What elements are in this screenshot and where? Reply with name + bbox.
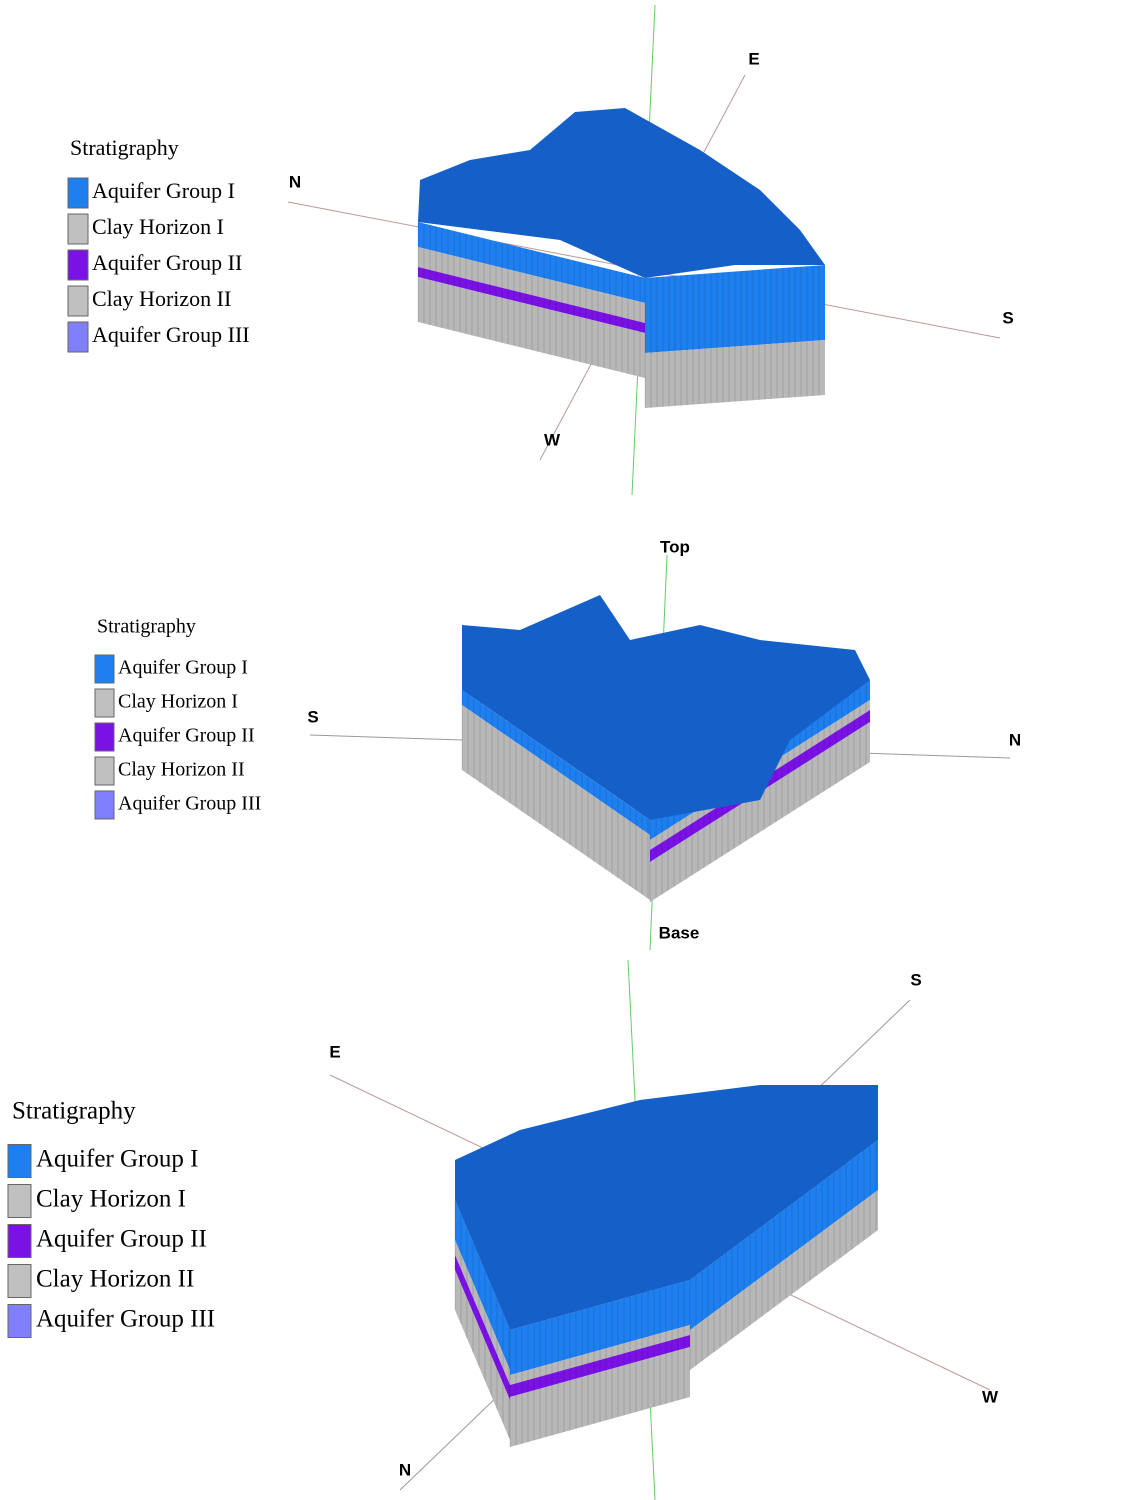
legend-swatch [95,723,114,751]
legend-swatch [68,250,88,280]
legend-swatch [95,791,114,819]
axis-label: S [910,970,921,989]
legend-swatch [95,689,114,717]
legend-swatch [8,1185,31,1218]
legend-swatch [68,286,88,316]
axis-label: W [982,1387,999,1406]
legend-label: Aquifer Group III [36,1306,215,1333]
legend-label: Aquifer Group III [118,793,261,815]
legend-swatch [8,1225,31,1258]
legend-title: Stratigraphy [97,616,196,638]
legend-swatch [95,655,114,683]
legend-label: Aquifer Group I [92,178,235,203]
legend-swatch [8,1305,31,1338]
legend-label: Clay Horizon II [36,1266,194,1293]
axis-label: E [329,1042,340,1061]
legend-label: Clay Horizon II [118,759,245,781]
legend-swatch [8,1145,31,1178]
legend-swatch [95,757,114,785]
legend-label: Clay Horizon I [92,214,224,239]
legend-label: Aquifer Group I [36,1146,198,1173]
legend-title: Stratigraphy [70,135,179,160]
axis-label: N [1009,730,1021,749]
legend-label: Aquifer Group I [118,657,248,679]
legend-label: Clay Horizon I [118,691,238,713]
axis-label: S [307,707,318,726]
legend-swatch [68,322,88,352]
axis-label: N [399,1460,411,1479]
axis-label: Top [660,537,690,556]
legend-swatch [68,178,88,208]
legend-label: Clay Horizon II [92,286,231,311]
axis-label: N [289,172,301,191]
legend-label: Aquifer Group II [36,1226,207,1253]
legend-swatch [68,214,88,244]
legend-label: Aquifer Group II [92,250,242,275]
legend-label: Clay Horizon I [36,1186,186,1213]
axis-label: W [544,430,561,449]
legend-title: Stratigraphy [12,1098,136,1125]
figure: Stratigraphy Aquifer Group I Clay Horizon … [0,0,1138,1500]
legend-swatch [8,1265,31,1298]
legend-label: Aquifer Group III [92,322,250,347]
axis-label: E [748,49,759,68]
legend-label: Aquifer Group II [118,725,255,747]
axis-label: S [1002,308,1013,327]
axis-label: Base [659,923,700,942]
